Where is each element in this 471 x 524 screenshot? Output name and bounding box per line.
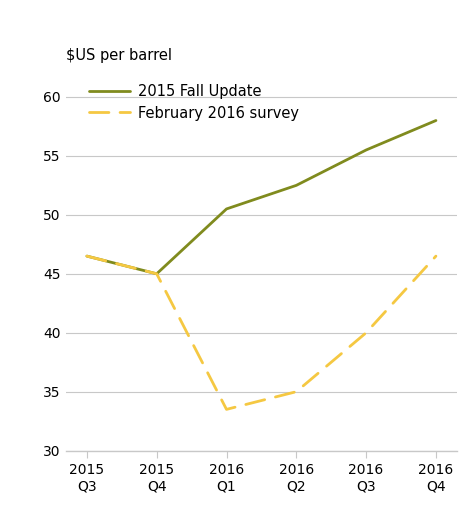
2015 Fall Update (363, 147, 369, 153)
2015 Fall Update (154, 271, 160, 277)
2015 Fall Update (224, 206, 229, 212)
Text: $US per barrel: $US per barrel (66, 48, 172, 63)
February 2016 survey (224, 406, 229, 412)
February 2016 survey (293, 389, 299, 395)
Line: February 2016 survey: February 2016 survey (87, 256, 436, 409)
February 2016 survey (154, 271, 160, 277)
February 2016 survey (363, 330, 369, 336)
2015 Fall Update (84, 253, 89, 259)
Legend: 2015 Fall Update, February 2016 survey: 2015 Fall Update, February 2016 survey (89, 84, 300, 121)
2015 Fall Update (293, 182, 299, 189)
February 2016 survey (433, 253, 439, 259)
2015 Fall Update (433, 117, 439, 124)
February 2016 survey (84, 253, 89, 259)
Line: 2015 Fall Update: 2015 Fall Update (87, 121, 436, 274)
